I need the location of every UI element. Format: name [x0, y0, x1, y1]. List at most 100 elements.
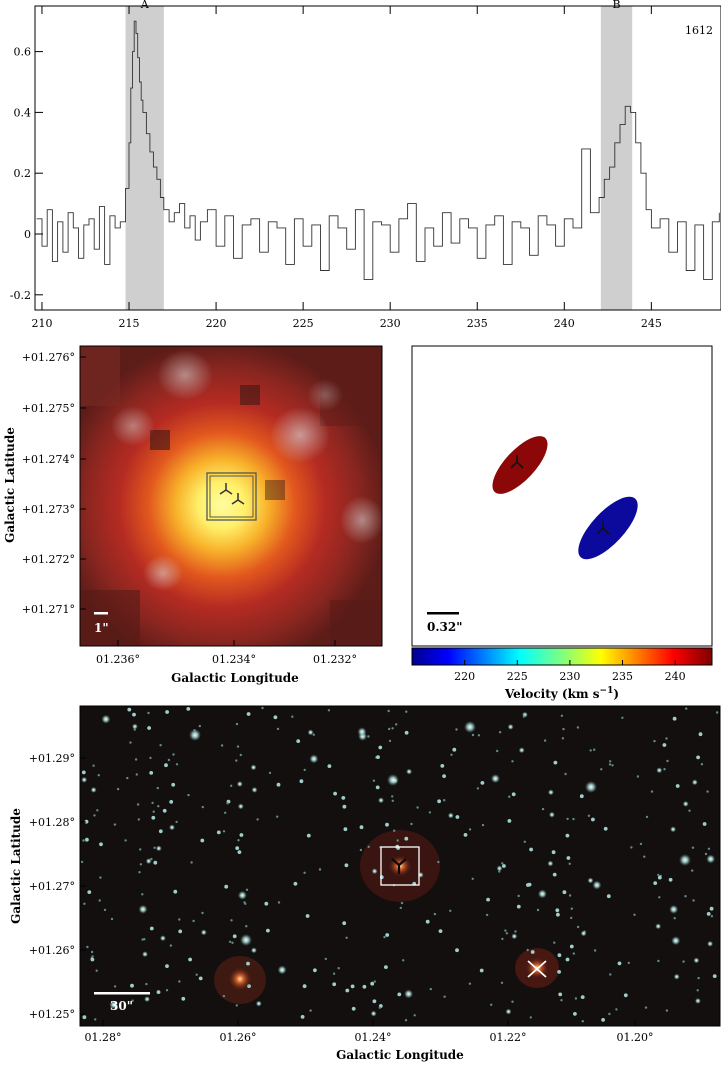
- star: [175, 820, 178, 824]
- star: [245, 925, 248, 928]
- star: [485, 913, 489, 917]
- star: [404, 730, 409, 735]
- star: [153, 860, 158, 865]
- star: [522, 715, 526, 718]
- spectrum-x-ticks: 210 215 220 225 230 235 240 245: [31, 6, 662, 330]
- star: [627, 961, 630, 965]
- star: [410, 822, 413, 826]
- bright-star: [585, 781, 597, 793]
- star: [530, 950, 535, 954]
- spectrum-x-tick-label: 240: [554, 317, 575, 330]
- star: [576, 925, 580, 929]
- star: [165, 989, 169, 992]
- star: [169, 824, 175, 831]
- star: [237, 890, 247, 900]
- star: [452, 747, 457, 752]
- velocity-scale-bar-label: 0.32": [427, 620, 462, 634]
- star: [230, 919, 233, 922]
- starfield-y-ticks: +01.29° +01.28° +01.27° +01.26° +01.25°: [29, 752, 86, 1021]
- star: [691, 846, 695, 849]
- star: [200, 929, 207, 936]
- star: [663, 768, 666, 771]
- star: [178, 980, 181, 983]
- star: [397, 992, 402, 997]
- star: [471, 877, 474, 880]
- star: [351, 1006, 356, 1011]
- star: [608, 763, 612, 766]
- star: [139, 863, 143, 866]
- star: [574, 997, 578, 1000]
- left-image-y-tick-label: +01.274°: [22, 453, 75, 466]
- star: [391, 795, 394, 798]
- star: [239, 833, 244, 837]
- star: [400, 901, 404, 905]
- star: [561, 737, 565, 740]
- spectrum-x-tick-label: 235: [467, 317, 488, 330]
- star: [393, 829, 396, 832]
- star: [200, 838, 205, 843]
- left-image-x-ticks: 01.236° 01.234° 01.232°: [96, 640, 357, 666]
- star: [144, 996, 151, 1003]
- star: [707, 940, 714, 947]
- star: [232, 934, 237, 939]
- bottom-scale-bar: [94, 992, 150, 995]
- spectrum-x-tick-label: 245: [641, 317, 662, 330]
- star: [691, 779, 698, 786]
- star: [501, 937, 504, 941]
- colorbar-tick-label: 240: [665, 670, 686, 683]
- star: [523, 840, 526, 843]
- star: [413, 1014, 416, 1017]
- spectrum-y-tick-label: 0.4: [14, 106, 32, 119]
- star: [573, 1012, 577, 1016]
- star: [477, 734, 481, 737]
- star: [658, 896, 661, 899]
- star: [132, 712, 136, 717]
- starfield-y-axis-title: Galactic Latitude: [9, 808, 23, 924]
- star: [138, 904, 148, 914]
- star: [156, 786, 159, 790]
- star: [572, 817, 575, 821]
- star: [507, 819, 512, 823]
- star: [463, 833, 468, 837]
- starfield-x-tick-label: 01.22°: [490, 1031, 527, 1044]
- star: [438, 929, 443, 933]
- star: [706, 790, 709, 793]
- star: [402, 959, 405, 962]
- star: [156, 990, 161, 994]
- region-b-band: [600, 6, 633, 310]
- star: [237, 850, 242, 854]
- velocity-axis-title-main: Velocity (km s: [504, 687, 600, 701]
- star: [303, 768, 306, 772]
- star: [222, 994, 226, 998]
- star: [581, 1020, 584, 1023]
- left-scale-bar: [94, 612, 108, 615]
- star: [147, 726, 152, 730]
- star: [490, 1003, 493, 1006]
- star: [560, 999, 563, 1002]
- star: [299, 779, 304, 784]
- starfield-x-ticks: 01.28° 01.26° 01.24° 01.22° 01.20°: [85, 1020, 654, 1044]
- star: [670, 826, 677, 833]
- star: [235, 722, 239, 726]
- star: [313, 968, 317, 973]
- star: [428, 811, 432, 814]
- star: [344, 863, 349, 868]
- left-image-x-tick-label: 01.236°: [96, 653, 140, 666]
- star: [103, 908, 107, 912]
- star: [224, 884, 229, 889]
- star: [127, 707, 132, 712]
- star: [236, 745, 240, 748]
- star: [673, 917, 676, 920]
- star: [406, 768, 413, 775]
- spectrum-x-tick-label: 225: [293, 317, 314, 330]
- star: [216, 830, 221, 835]
- star: [359, 825, 364, 830]
- star: [437, 860, 440, 864]
- left-image-y-tick-label: +01.275°: [22, 402, 75, 415]
- velocity-panel: 0.32" 220 225 230 235 240 Velocity (km s−1): [411, 345, 713, 701]
- star: [657, 959, 660, 963]
- starfield-y-tick-label: +01.27°: [29, 880, 75, 893]
- star: [693, 957, 700, 964]
- spot-b-marker: [231, 493, 245, 505]
